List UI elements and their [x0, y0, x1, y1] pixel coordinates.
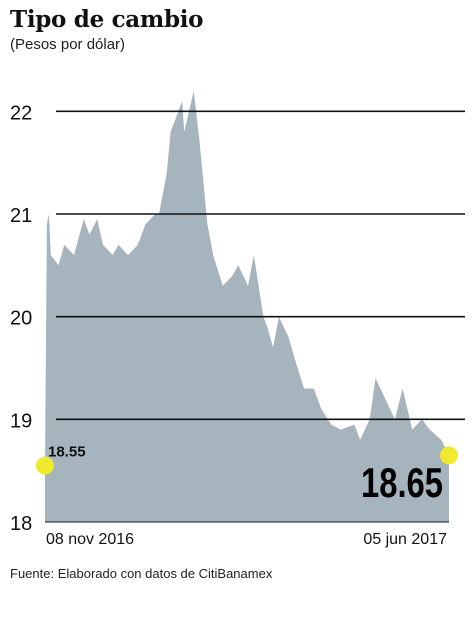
- y-axis-ticks: 18 19 20 21 22: [10, 102, 32, 535]
- series-area: [45, 90, 449, 523]
- y-tick-label-21: 21: [10, 205, 32, 227]
- start-point-marker: [36, 456, 54, 475]
- y-tick-label-22: 22: [10, 102, 32, 124]
- x-axis-ticks: 08 nov 2016 05 jun 2017: [46, 531, 447, 548]
- x-tick-label-end: 05 jun 2017: [363, 531, 447, 548]
- source-note: Fuente: Elaborado con datos de CitiBanam…: [10, 566, 273, 581]
- y-tick-label-19: 19: [10, 410, 32, 432]
- area-layer: [45, 90, 449, 523]
- start-value-label: 18.55: [48, 444, 86, 461]
- y-tick-label-18: 18: [10, 513, 32, 535]
- chart-title: Tipo de cambio: [10, 6, 204, 33]
- end-point-marker: [440, 446, 458, 465]
- grid-layer: [45, 110, 465, 523]
- x-tick-label-start: 08 nov 2016: [46, 531, 134, 548]
- annotation-layer: 18.55 18.65: [36, 444, 458, 506]
- end-value-label: 18.65: [361, 459, 443, 506]
- chart-subtitle: (Pesos por dólar): [10, 36, 126, 53]
- y-tick-label-20: 20: [10, 308, 32, 330]
